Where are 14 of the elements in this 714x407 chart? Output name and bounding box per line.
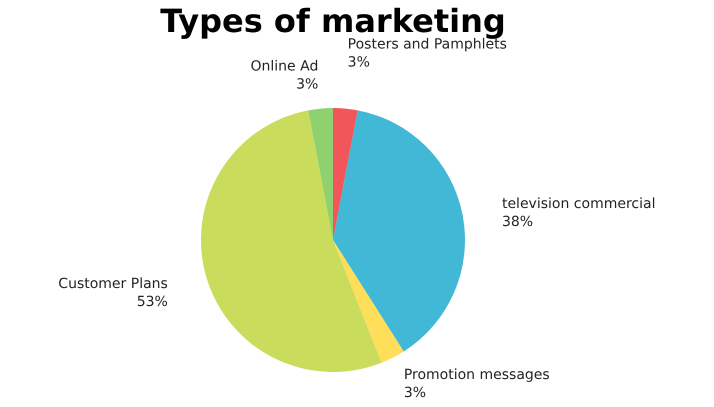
data-label: 53% xyxy=(136,294,168,310)
slice-label: Online Ad xyxy=(250,58,318,75)
data-label: 3% xyxy=(296,76,318,93)
pie-slice xyxy=(308,108,333,240)
data-label: 38% xyxy=(502,214,534,230)
slice-label: Customer Plans xyxy=(58,276,168,292)
data-label: 3% xyxy=(404,384,426,401)
pie-slice xyxy=(333,240,404,363)
pie-slice xyxy=(333,108,358,240)
pie-slice xyxy=(201,110,382,372)
pie-slice xyxy=(333,110,465,352)
slice-label: television commercial xyxy=(502,196,656,212)
slice-label: Promotion messages xyxy=(404,366,550,383)
data-label: 3% xyxy=(348,54,370,71)
